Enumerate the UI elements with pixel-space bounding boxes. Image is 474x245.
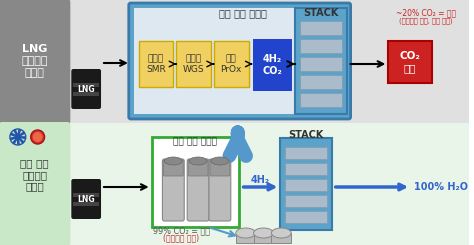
FancyBboxPatch shape xyxy=(209,159,231,221)
Text: (포집설비 필요, 효율 저하): (포집설비 필요, 효율 저하) xyxy=(399,18,453,24)
Ellipse shape xyxy=(31,130,45,144)
Bar xyxy=(285,163,327,175)
Bar xyxy=(134,8,346,114)
Ellipse shape xyxy=(33,132,43,142)
Bar xyxy=(0,0,469,123)
Bar xyxy=(152,137,239,227)
Bar xyxy=(300,75,342,89)
Text: 개질기
SMR: 개질기 SMR xyxy=(146,54,166,74)
Bar xyxy=(176,41,211,87)
Text: 4H₂: 4H₂ xyxy=(251,175,270,185)
Bar xyxy=(73,193,99,197)
Bar xyxy=(388,41,432,83)
FancyBboxPatch shape xyxy=(129,3,351,119)
Bar xyxy=(285,147,327,159)
Bar xyxy=(236,233,255,243)
Text: 연료 전환 시스템: 연료 전환 시스템 xyxy=(219,8,266,18)
Text: 전환기
WGS: 전환기 WGS xyxy=(183,54,204,74)
Bar xyxy=(73,202,99,206)
Bar xyxy=(272,233,291,243)
Ellipse shape xyxy=(254,228,273,238)
Bar xyxy=(73,92,99,96)
Bar xyxy=(0,123,469,245)
Text: LNG
연료전지
발전소: LNG 연료전지 발전소 xyxy=(21,44,48,78)
FancyBboxPatch shape xyxy=(210,160,230,176)
Bar xyxy=(139,41,173,87)
Text: STACK: STACK xyxy=(288,130,324,140)
Bar xyxy=(285,179,327,191)
Bar xyxy=(73,83,99,87)
Text: LNG: LNG xyxy=(77,85,95,94)
Text: 그린 수소 시스템: 그린 수소 시스템 xyxy=(173,137,217,147)
Text: 99% CO₂ = 수익: 99% CO₂ = 수익 xyxy=(153,226,210,235)
Bar xyxy=(254,233,273,243)
Bar xyxy=(285,195,327,207)
FancyBboxPatch shape xyxy=(71,69,101,109)
Ellipse shape xyxy=(236,228,255,238)
Bar xyxy=(300,57,342,71)
Text: (포집설비 없음): (포집설비 없음) xyxy=(163,233,199,243)
Bar xyxy=(300,21,342,35)
Text: LNG: LNG xyxy=(77,195,95,204)
Ellipse shape xyxy=(272,228,291,238)
FancyBboxPatch shape xyxy=(187,159,209,221)
Text: ~20% CO₂ = 비용: ~20% CO₂ = 비용 xyxy=(396,9,456,17)
Text: 정제
PrOx: 정제 PrOx xyxy=(220,54,242,74)
Ellipse shape xyxy=(189,157,207,165)
Text: 그린 수소
연료전지
발전소: 그린 수소 연료전지 발전소 xyxy=(20,159,49,192)
Bar xyxy=(300,93,342,107)
Bar xyxy=(295,8,346,114)
Bar xyxy=(214,41,248,87)
FancyBboxPatch shape xyxy=(0,122,70,245)
Bar xyxy=(280,138,332,230)
Ellipse shape xyxy=(211,157,229,165)
Bar xyxy=(300,39,342,53)
Text: CO₂
포집: CO₂ 포집 xyxy=(400,51,420,73)
Text: 100% H₂O: 100% H₂O xyxy=(414,182,468,192)
FancyBboxPatch shape xyxy=(0,0,70,124)
FancyBboxPatch shape xyxy=(164,160,183,176)
FancyBboxPatch shape xyxy=(188,160,208,176)
Ellipse shape xyxy=(164,157,182,165)
FancyBboxPatch shape xyxy=(163,159,184,221)
Bar xyxy=(285,211,327,223)
FancyBboxPatch shape xyxy=(71,179,101,219)
Bar xyxy=(253,39,292,91)
Text: 4H₂
CO₂: 4H₂ CO₂ xyxy=(263,54,282,76)
Text: STACK: STACK xyxy=(303,8,338,18)
